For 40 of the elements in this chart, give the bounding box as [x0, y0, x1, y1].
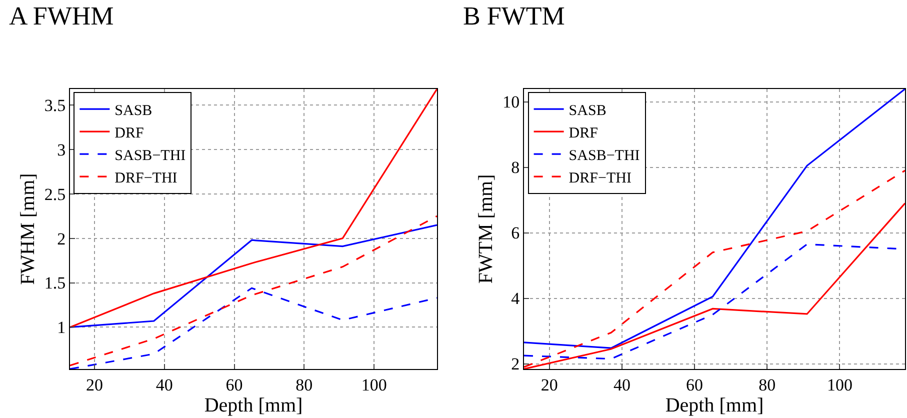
- line-series: [70, 287, 437, 369]
- legend-label: SASB: [568, 102, 606, 119]
- y-tick-label: 2.5: [44, 184, 66, 204]
- chart-title: A FWHM: [9, 1, 114, 30]
- y-tick-label: 1.5: [44, 274, 66, 293]
- x-tick-label: 40: [156, 375, 173, 394]
- line-series: [70, 224, 437, 328]
- y-tick-label: 10: [502, 92, 520, 112]
- x-tick-label: 60: [686, 375, 704, 394]
- y-tick-label: 3: [57, 140, 66, 160]
- x-tick-label: 100: [826, 375, 852, 394]
- y-tick-label: 3.5: [44, 96, 66, 115]
- x-axis-title: Depth [mm]: [204, 394, 303, 416]
- y-tick-label: 6: [511, 224, 520, 243]
- legend-label: DRF−THI: [568, 170, 632, 186]
- x-axis-title: Depth [mm]: [665, 394, 764, 416]
- x-tick-label: 20: [540, 375, 558, 394]
- legend-label: DRF: [114, 125, 144, 142]
- legend-label: SASB: [114, 102, 152, 119]
- y-tick-label: 2: [57, 229, 66, 248]
- y-tick-label: 8: [511, 158, 520, 178]
- x-tick-label: 20: [86, 375, 103, 394]
- y-tick-label: 2: [511, 354, 520, 374]
- x-tick-label: 40: [613, 375, 630, 394]
- legend-label: DRF−THI: [114, 170, 178, 186]
- legend-label: DRF: [568, 125, 598, 142]
- y-axis-title: FWTM [mm]: [475, 174, 498, 284]
- y-tick-label: 1: [57, 318, 66, 338]
- x-tick-label: 80: [758, 375, 776, 394]
- line-series: [524, 89, 905, 349]
- legend-label: SASB−THI: [114, 148, 186, 164]
- x-tick-label: 100: [361, 375, 387, 394]
- line-series: [70, 89, 437, 328]
- line-series: [70, 215, 437, 366]
- legend-label: SASB−THI: [568, 148, 640, 164]
- chart-title: B FWTM: [463, 1, 565, 30]
- x-tick-label: 60: [226, 375, 243, 394]
- y-axis-title: FWHM [mm]: [16, 173, 39, 285]
- x-tick-label: 80: [296, 375, 313, 394]
- y-tick-label: 4: [511, 289, 520, 308]
